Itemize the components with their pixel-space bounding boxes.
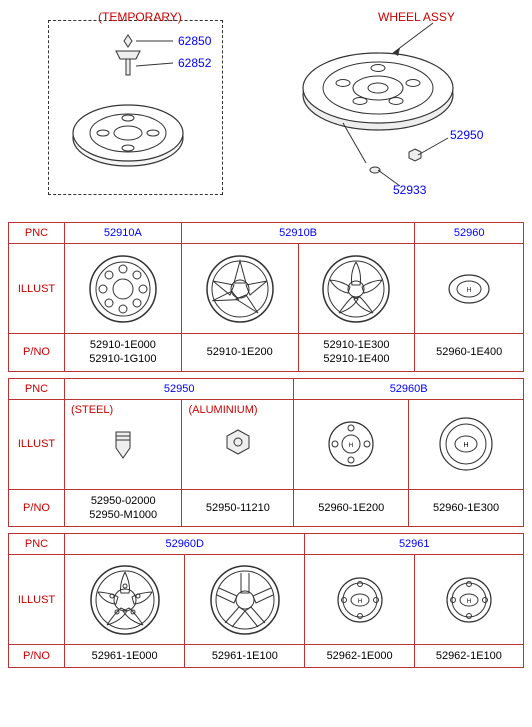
svg-text:H: H xyxy=(349,443,353,449)
pnc-52910b: 52910B xyxy=(181,223,415,244)
callout-62850: 62850 xyxy=(178,34,211,48)
illust-cover-a xyxy=(65,555,185,645)
pno-t3-a1: 52961-1E000 xyxy=(65,645,185,668)
assy-leaders xyxy=(288,8,528,208)
svg-text:H: H xyxy=(467,599,471,605)
svg-text:H: H xyxy=(464,442,469,449)
callout-52933: 52933 xyxy=(393,183,426,197)
pno-t1-b2: 52910-1E300 52910-1E400 xyxy=(298,334,415,372)
note-steel: (STEEL) xyxy=(71,404,113,416)
pno-t3-a2: 52961-1E100 xyxy=(185,645,305,668)
illust-steel-wheel xyxy=(65,244,182,334)
callout-52950: 52950 xyxy=(450,128,483,142)
pno-t2-b1: 52960-1E200 xyxy=(294,489,409,527)
svg-text:H: H xyxy=(357,599,361,605)
pnc-52950: 52950 xyxy=(65,378,294,399)
illust-cap-4bolt: H xyxy=(294,399,409,489)
pnc-52960b: 52960B xyxy=(294,378,524,399)
svg-text:H: H xyxy=(467,287,472,294)
parts-table-1: PNC 52910A 52910B 52960 ILLUST H P/NO 52… xyxy=(8,222,524,372)
hdr-illust: ILLUST xyxy=(9,244,65,334)
illust-alloy-5spoke-a xyxy=(181,244,298,334)
pno-t1-c: 52960-1E400 xyxy=(415,334,524,372)
illust-nut-alum: (ALUMINIUM) xyxy=(182,399,294,489)
hdr-pno-2: P/NO xyxy=(9,489,65,527)
pno-t1-a: 52910-1E000 52910-1G100 xyxy=(65,334,182,372)
hdr-pnc-2: PNC xyxy=(9,378,65,399)
illust-centercap-4a: H xyxy=(305,555,414,645)
pnc-52960d: 52960D xyxy=(65,534,305,555)
hdr-pno-3: P/NO xyxy=(9,645,65,668)
pno-t3-b1: 52962-1E000 xyxy=(305,645,414,668)
pno-t2-a1: 52950-02000 52950-M1000 xyxy=(65,489,182,527)
illust-cap-large: H xyxy=(409,399,524,489)
illust-alloy-5spoke-b xyxy=(298,244,415,334)
note-alum: (ALUMINIUM) xyxy=(188,404,257,416)
pnc-52961: 52961 xyxy=(305,534,524,555)
hdr-pno: P/NO xyxy=(9,334,65,372)
illust-centercap-4b: H xyxy=(414,555,523,645)
exploded-diagram: (TEMPORARY) WHEEL ASSY 62850 62852 xyxy=(8,8,524,218)
parts-table-3: PNC 52960D 52961 ILLUST H H P/NO 52961-1… xyxy=(8,533,524,668)
pnc-52910a: 52910A xyxy=(65,223,182,244)
illust-centercap-small: H xyxy=(415,244,524,334)
hdr-illust-2: ILLUST xyxy=(9,399,65,489)
hdr-pnc-3: PNC xyxy=(9,534,65,555)
hdr-illust-3: ILLUST xyxy=(9,555,65,645)
pno-t1-b1: 52910-1E200 xyxy=(181,334,298,372)
pnc-52960: 52960 xyxy=(415,223,524,244)
hdr-pnc: PNC xyxy=(9,223,65,244)
pno-t2-b2: 52960-1E300 xyxy=(409,489,524,527)
illust-cover-b xyxy=(185,555,305,645)
callout-62852: 62852 xyxy=(178,56,211,70)
parts-table-2: PNC 52950 52960B ILLUST (STEEL) (ALUMINI… xyxy=(8,378,524,528)
illust-nut-steel: (STEEL) xyxy=(65,399,182,489)
temp-leaders xyxy=(8,8,268,208)
pno-t2-a2: 52950-11210 xyxy=(182,489,294,527)
pno-t3-b2: 52962-1E100 xyxy=(414,645,523,668)
